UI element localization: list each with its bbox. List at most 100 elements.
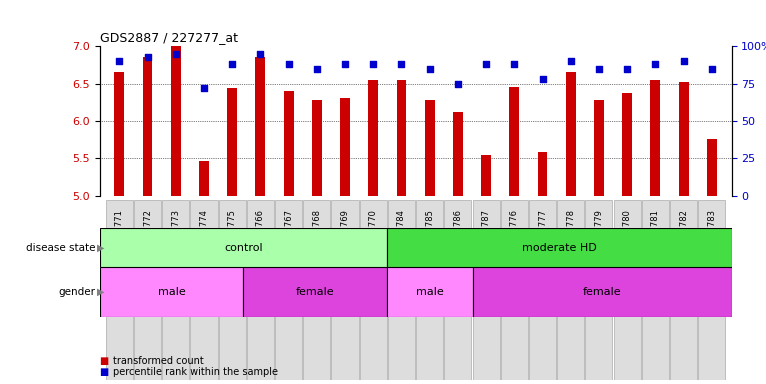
- FancyBboxPatch shape: [614, 200, 640, 380]
- FancyBboxPatch shape: [100, 228, 387, 267]
- Text: GSM217777: GSM217777: [538, 209, 547, 260]
- Text: GSM217787: GSM217787: [482, 209, 490, 260]
- Point: [254, 50, 267, 56]
- Text: gender: gender: [59, 287, 96, 297]
- Text: GSM217786: GSM217786: [453, 209, 463, 260]
- FancyBboxPatch shape: [501, 200, 528, 380]
- FancyBboxPatch shape: [332, 200, 358, 380]
- FancyBboxPatch shape: [134, 200, 161, 380]
- Text: moderate HD: moderate HD: [522, 243, 597, 253]
- Point: [311, 65, 323, 71]
- Bar: [679, 82, 689, 196]
- Point: [677, 58, 689, 64]
- Text: percentile rank within the sample: percentile rank within the sample: [113, 367, 278, 377]
- Text: transformed count: transformed count: [113, 356, 204, 366]
- FancyBboxPatch shape: [191, 200, 218, 380]
- Text: GSM217768: GSM217768: [313, 209, 321, 260]
- Point: [452, 81, 464, 87]
- Point: [142, 53, 154, 60]
- Text: GSM217780: GSM217780: [623, 209, 632, 260]
- FancyBboxPatch shape: [360, 200, 387, 380]
- Bar: [397, 80, 407, 196]
- FancyBboxPatch shape: [106, 200, 133, 380]
- Bar: [424, 100, 434, 196]
- Bar: [481, 155, 491, 196]
- Text: GDS2887 / 227277_at: GDS2887 / 227277_at: [100, 31, 237, 44]
- FancyBboxPatch shape: [387, 228, 732, 267]
- Point: [536, 76, 548, 82]
- FancyBboxPatch shape: [585, 200, 613, 380]
- Point: [198, 85, 210, 91]
- Text: ▶: ▶: [97, 287, 104, 297]
- Point: [565, 58, 577, 64]
- Bar: [171, 46, 181, 196]
- Point: [508, 61, 520, 67]
- FancyBboxPatch shape: [388, 200, 415, 380]
- Text: ▶: ▶: [97, 243, 104, 253]
- Text: GSM217781: GSM217781: [651, 209, 660, 260]
- Text: control: control: [224, 243, 263, 253]
- FancyBboxPatch shape: [244, 267, 387, 317]
- Bar: [509, 87, 519, 196]
- Bar: [142, 57, 152, 196]
- Bar: [594, 100, 604, 196]
- FancyBboxPatch shape: [670, 200, 697, 380]
- Bar: [340, 98, 350, 196]
- Text: GSM217782: GSM217782: [679, 209, 688, 260]
- Text: male: male: [416, 287, 444, 297]
- Text: ■: ■: [100, 367, 109, 377]
- Bar: [453, 112, 463, 196]
- FancyBboxPatch shape: [303, 200, 330, 380]
- FancyBboxPatch shape: [642, 200, 669, 380]
- Text: GSM217769: GSM217769: [341, 209, 349, 260]
- Bar: [538, 152, 548, 196]
- Bar: [114, 72, 124, 196]
- FancyBboxPatch shape: [387, 267, 473, 317]
- FancyBboxPatch shape: [699, 200, 725, 380]
- Bar: [283, 91, 293, 196]
- Point: [480, 61, 493, 67]
- Bar: [707, 139, 717, 196]
- Text: GSM217767: GSM217767: [284, 209, 293, 260]
- Text: GSM217774: GSM217774: [199, 209, 208, 260]
- Text: GSM217779: GSM217779: [594, 209, 604, 260]
- Point: [339, 61, 351, 67]
- Text: GSM217766: GSM217766: [256, 209, 265, 260]
- Text: GSM217785: GSM217785: [425, 209, 434, 260]
- Text: GSM217776: GSM217776: [510, 209, 519, 260]
- Point: [113, 58, 126, 64]
- Bar: [368, 80, 378, 196]
- Point: [650, 61, 662, 67]
- Bar: [312, 100, 322, 196]
- Text: disease state: disease state: [26, 243, 96, 253]
- Point: [169, 50, 182, 56]
- Text: GSM217775: GSM217775: [228, 209, 237, 260]
- Text: GSM217784: GSM217784: [397, 209, 406, 260]
- FancyBboxPatch shape: [473, 200, 499, 380]
- Bar: [650, 80, 660, 196]
- Text: GSM217770: GSM217770: [368, 209, 378, 260]
- Point: [226, 61, 238, 67]
- Point: [283, 61, 295, 67]
- FancyBboxPatch shape: [529, 200, 556, 380]
- Text: GSM217771: GSM217771: [115, 209, 124, 260]
- FancyBboxPatch shape: [162, 200, 189, 380]
- Text: female: female: [296, 287, 334, 297]
- Text: ■: ■: [100, 356, 109, 366]
- Point: [621, 65, 633, 71]
- Text: GSM217773: GSM217773: [172, 209, 180, 260]
- Bar: [228, 88, 237, 196]
- Text: female: female: [583, 287, 621, 297]
- Bar: [199, 161, 209, 196]
- Bar: [622, 93, 632, 196]
- Point: [593, 65, 605, 71]
- Point: [705, 65, 718, 71]
- Point: [395, 61, 408, 67]
- FancyBboxPatch shape: [247, 200, 274, 380]
- FancyBboxPatch shape: [100, 267, 244, 317]
- FancyBboxPatch shape: [218, 200, 246, 380]
- FancyBboxPatch shape: [473, 267, 732, 317]
- Text: GSM217772: GSM217772: [143, 209, 152, 260]
- FancyBboxPatch shape: [444, 200, 471, 380]
- Text: male: male: [158, 287, 185, 297]
